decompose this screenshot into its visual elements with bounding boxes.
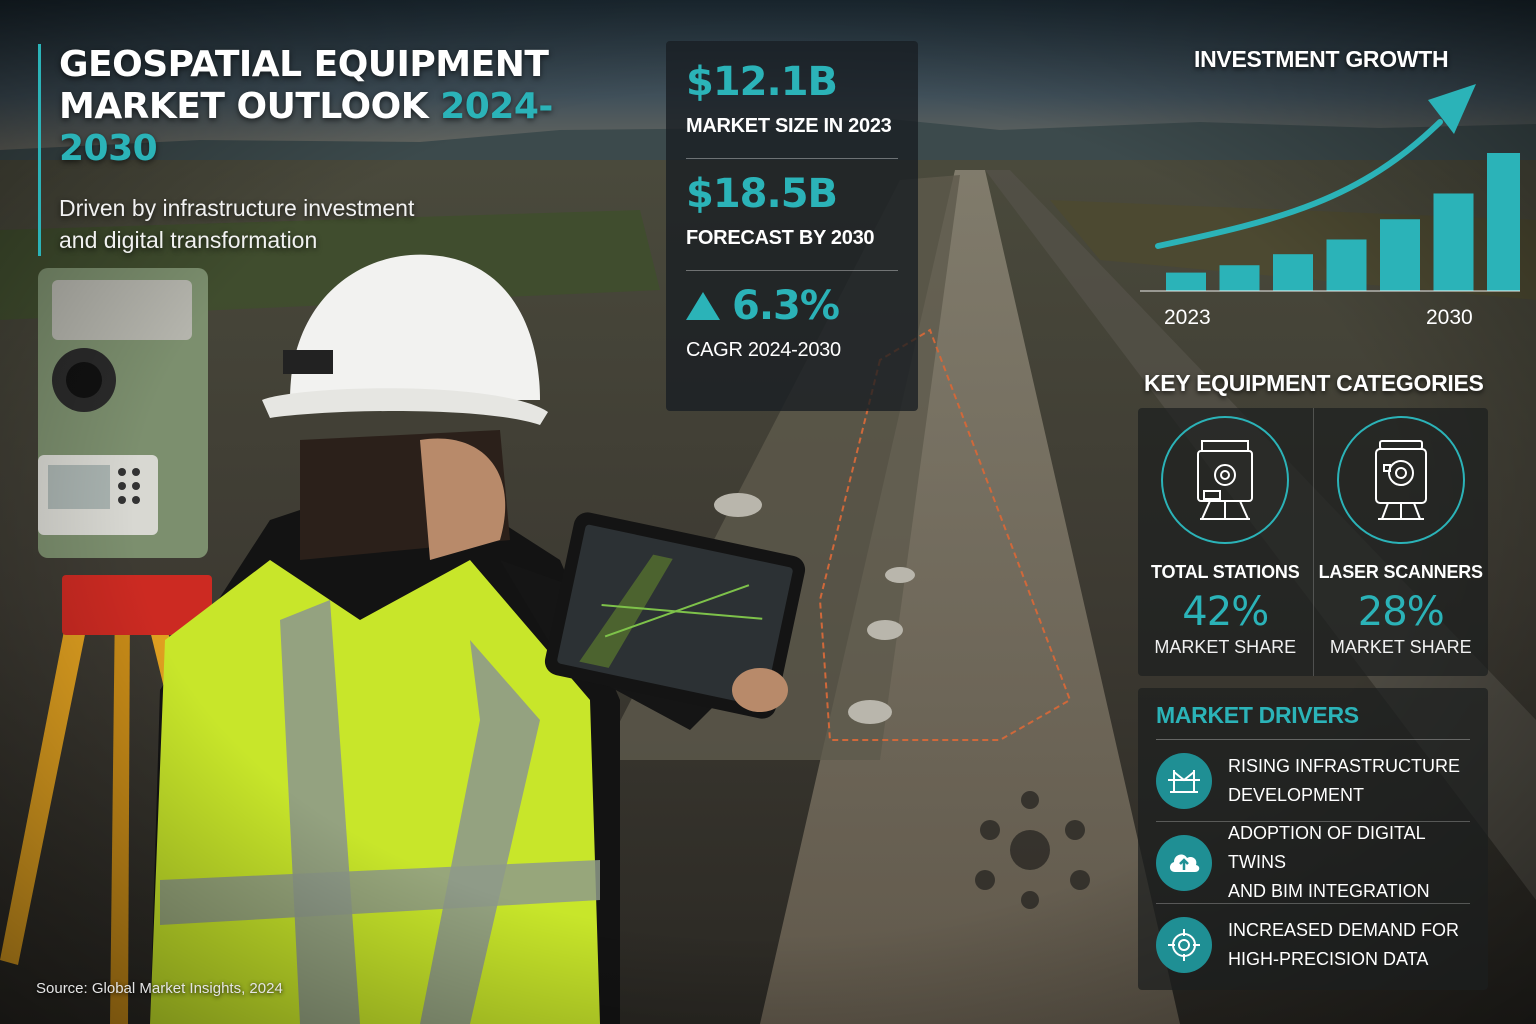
driver-item: INCREASED DEMAND FOR HIGH-PRECISION DATA: [1156, 904, 1470, 986]
stat-divider: [686, 270, 898, 271]
subtitle: Driven by infrastructure investment and …: [59, 192, 618, 256]
cagr-label: CAGR 2024-2030: [686, 339, 841, 361]
cagr-value: 6.3%: [732, 283, 840, 329]
category-share-label: MARKET SHARE: [1329, 637, 1472, 657]
category-total-stations: TOTAL STATIONS 42% MARKET SHARE: [1138, 408, 1313, 676]
growth-bar-1: [1166, 272, 1206, 291]
driver-text-line-1: INCREASED DEMAND FOR: [1228, 920, 1460, 940]
growth-start-label: 2023: [1164, 306, 1211, 329]
target-icon: [1156, 917, 1212, 973]
growth-bar-6: [1433, 193, 1474, 291]
stat-divider: [686, 158, 898, 159]
forecast-value: $18.5B: [686, 171, 838, 217]
category-share-label: MARKET SHARE: [1154, 637, 1297, 657]
growth-bar-5: [1380, 219, 1420, 291]
categories-panel: TOTAL STATIONS 42% MARKET SHARE LASER SC…: [1138, 408, 1488, 676]
total-station-icon: [1161, 416, 1290, 544]
driver-text-line-1: RISING INFRASTRUCTURE: [1228, 755, 1461, 776]
stats-panel: $12.1B MARKET SIZE IN 2023 $18.5B FORECA…: [666, 41, 918, 411]
drivers-panel: MARKET DRIVERS RISING INFRASTRUCTURE DEV…: [1138, 688, 1488, 990]
growth-bar-3: [1273, 254, 1313, 291]
growth-bar-2: [1219, 265, 1260, 291]
page-title: GEOSPATIAL EQUIPMENT MARKET OUTLOOK 2024…: [59, 44, 618, 170]
category-laser-scanners: LASER SCANNERS 28% MARKET SHARE: [1312, 408, 1489, 676]
categories-title: KEY EQUIPMENT CATEGORIES: [1144, 370, 1484, 396]
bridge-icon: [1156, 752, 1212, 809]
cagr-stat: 6.3% CAGR 2024-2030: [686, 281, 898, 362]
category-name: LASER SCANNERS: [1318, 562, 1483, 582]
trend-arrow-head: [1428, 84, 1476, 134]
market-size-value: $12.1B: [686, 59, 838, 105]
subtitle-line-1: Driven by infrastructure investment: [59, 195, 415, 221]
growth-bar-4: [1326, 239, 1367, 291]
driver-item: RISING INFRASTRUCTURE DEVELOPMENT: [1156, 740, 1470, 822]
growth-chart: 2023 2030: [1140, 70, 1527, 340]
title-line-2: MARKET OUTLOOK: [59, 86, 429, 127]
drivers-title: MARKET DRIVERS: [1156, 702, 1470, 740]
market-size-stat: $12.1B MARKET SIZE IN 2023: [686, 57, 898, 138]
title-block: GEOSPATIAL EQUIPMENT MARKET OUTLOOK 2024…: [38, 44, 618, 256]
driver-item: ADOPTION OF DIGITAL TWINS AND BIM INTEGR…: [1156, 822, 1470, 904]
driver-text-line-2: DEVELOPMENT: [1228, 784, 1365, 805]
laser-scanner-icon: [1336, 416, 1465, 544]
growth-end-label: 2030: [1426, 306, 1473, 329]
market-size-label: MARKET SIZE IN 2023: [686, 115, 892, 137]
driver-text-line-1: ADOPTION OF DIGITAL TWINS: [1228, 823, 1426, 872]
trend-arrow-line: [1155, 119, 1443, 249]
source-footnote: Source: Global Market Insights, 2024: [36, 980, 283, 997]
forecast-stat: $18.5B FORECAST BY 2030: [686, 169, 898, 250]
forecast-label: FORECAST BY 2030: [686, 227, 875, 249]
category-share: 42%: [1182, 589, 1269, 635]
driver-text-line-2: HIGH-PRECISION DATA: [1228, 949, 1429, 969]
subtitle-line-2: and digital transformation: [59, 227, 318, 253]
category-share: 28%: [1357, 589, 1445, 635]
title-years: 2024-2030: [59, 86, 553, 169]
growth-bar-7: [1487, 153, 1527, 291]
growth-chart-title: INVESTMENT GROWTH: [1194, 46, 1449, 72]
up-triangle-icon: [686, 292, 720, 320]
cloud-upload-icon: [1156, 834, 1212, 891]
driver-text-line-2: AND BIM INTEGRATION: [1228, 881, 1430, 901]
growth-chart-svg: 2023 2030: [1140, 84, 1527, 329]
title-line-1: GEOSPATIAL EQUIPMENT: [59, 44, 549, 85]
category-name: TOTAL STATIONS: [1150, 562, 1300, 582]
